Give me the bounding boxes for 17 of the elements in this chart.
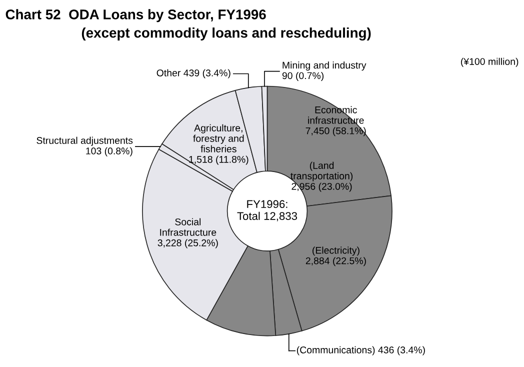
text: (¥100 million): [461, 58, 518, 67]
slice-label: Social Infrastructure: [160, 218, 216, 236]
data-label: 3,228 (25.2%): [158, 239, 218, 248]
slice-label: (Communications) 436 (3.4%): [296, 346, 425, 356]
slice-label: Mining and industry: [282, 62, 366, 71]
slice-label: Other 439 (3.4%): [156, 69, 230, 78]
slice-label: Agriculture, forestry and fisheries: [193, 124, 244, 152]
chart-subtitle: (except commodity loans and rescheduling): [82, 28, 371, 41]
data-label: 103 (0.8%): [86, 147, 132, 156]
chart-title: Chart 52 ODA Loans by Sector, FY1996: [6, 9, 266, 22]
slice-label: (Land transportation): [290, 162, 353, 182]
data-label: 90 (0.7%): [282, 72, 324, 82]
slice-label: (Electricity): [312, 246, 360, 256]
data-label: 1,518 (11.8%): [189, 156, 248, 165]
slice-label: Structural adjustments: [36, 136, 133, 146]
data-label: 2,884 (22.5%): [306, 257, 366, 266]
text: FY1996: Total 12,833: [237, 200, 298, 222]
